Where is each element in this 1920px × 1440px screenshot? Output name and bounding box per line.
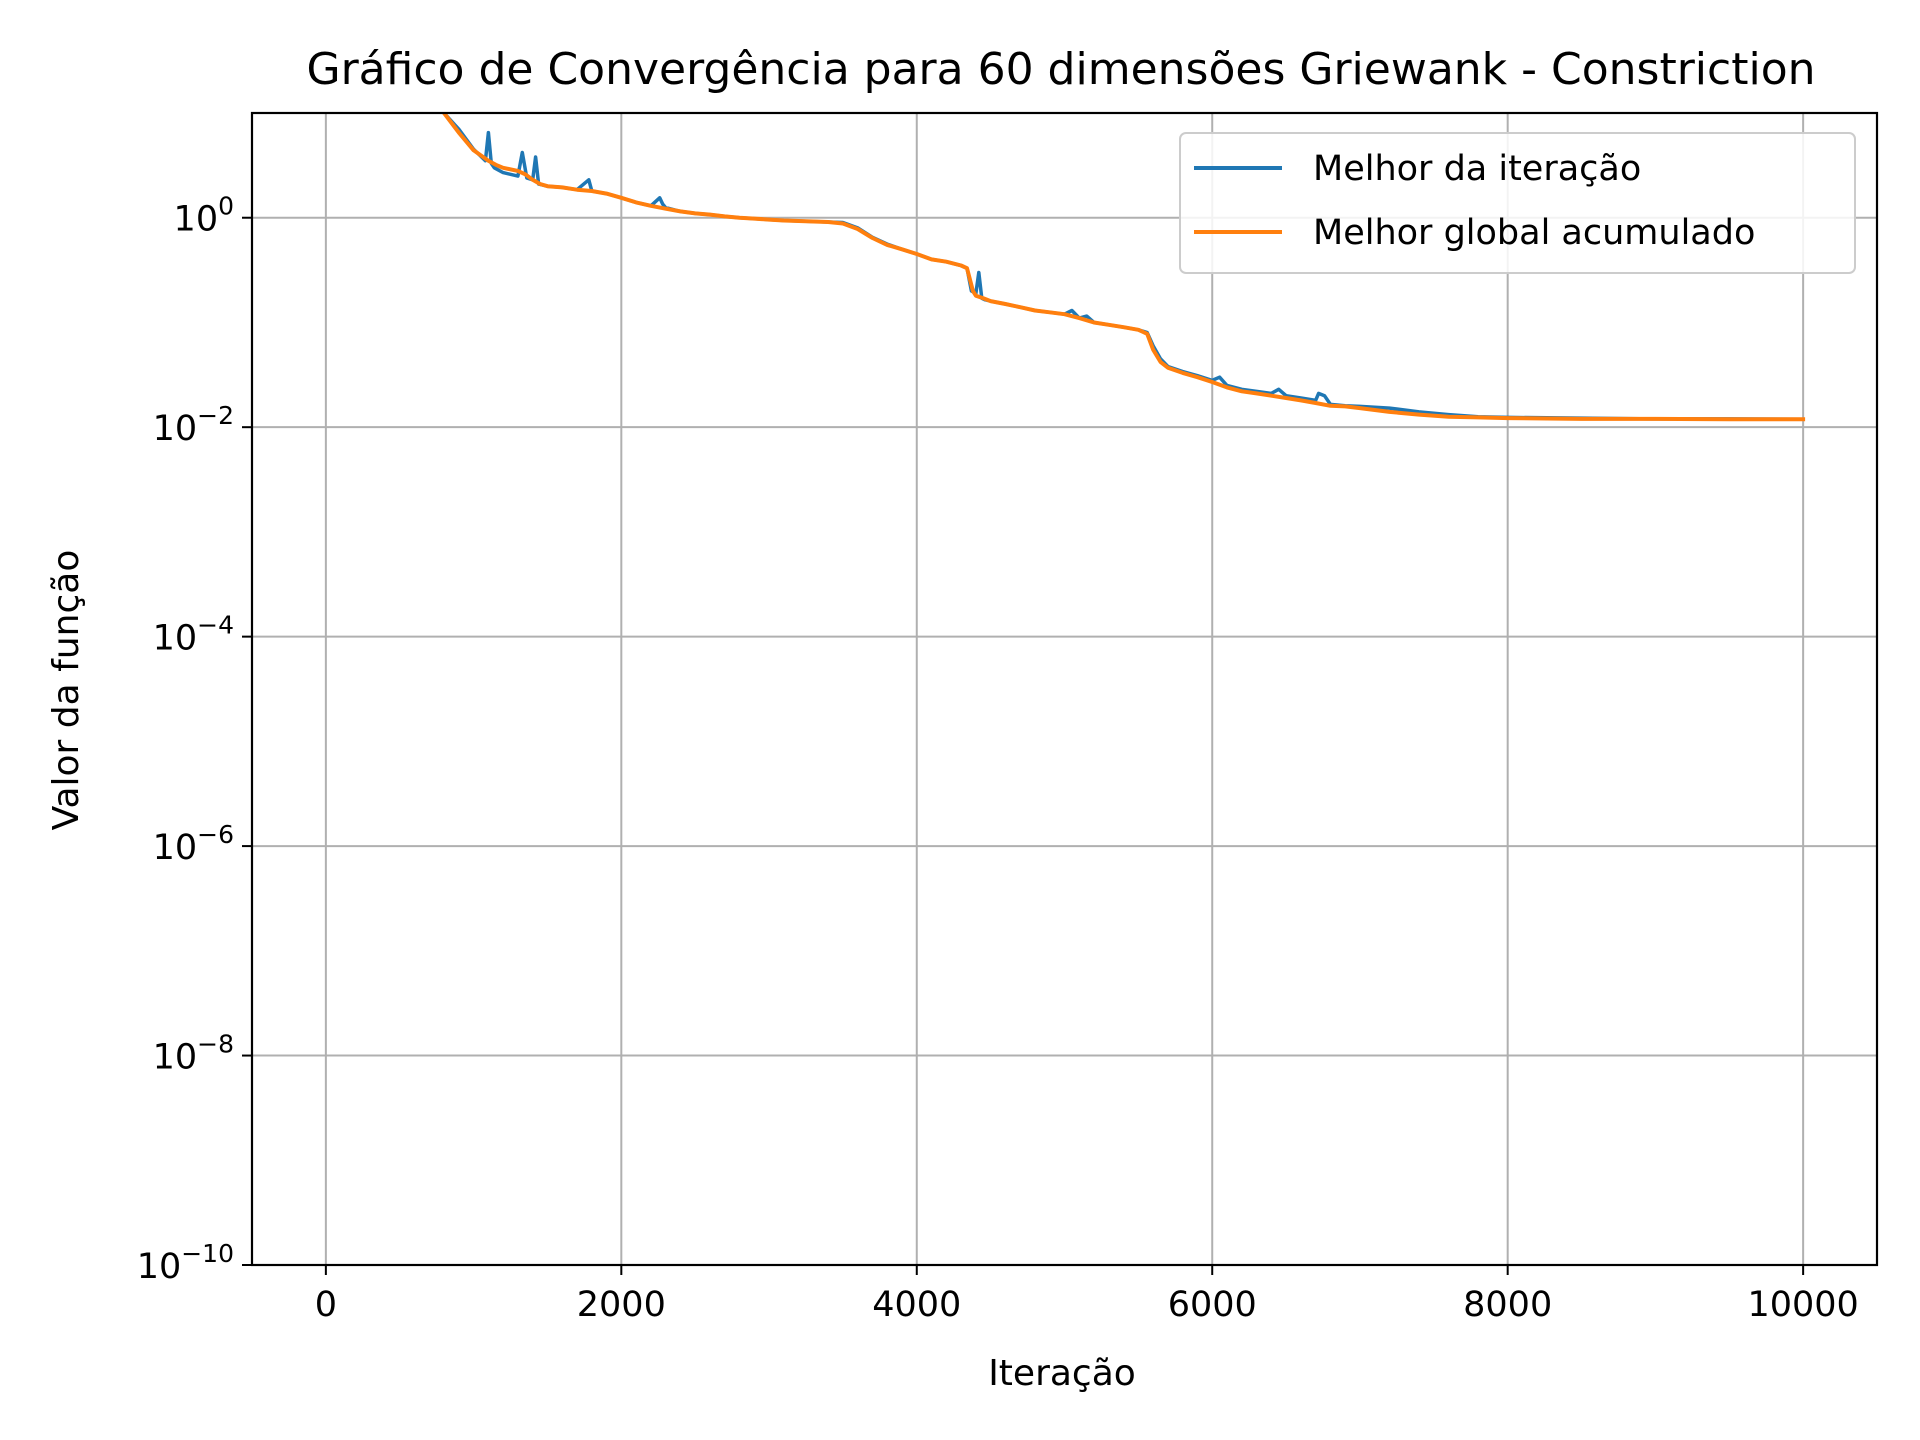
y-tick-label: 100 (174, 192, 234, 240)
legend-box (1179, 132, 1856, 274)
series-line-2 (441, 113, 1806, 422)
y-tick-label: 10−4 (153, 611, 234, 659)
y-tick-label: 10−6 (153, 820, 234, 868)
x-axis-label: Iteração (988, 1353, 1136, 1394)
chart-title: Gráfico de Convergência para 60 dimensõe… (307, 44, 1816, 95)
grid-lines (252, 113, 1877, 1266)
x-tick-label: 6000 (1168, 1285, 1257, 1325)
legend: Melhor da iteração Melhor global acumulad… (1179, 132, 1856, 274)
y-tick-label: 10−2 (153, 401, 234, 449)
y-axis-ticks: 100 10−2 10−4 10−6 10−8 10−10 (137, 192, 252, 1287)
x-tick-label: 10000 (1747, 1285, 1858, 1325)
legend-label-1: Melhor da iteração (1313, 149, 1641, 189)
x-axis-ticks: 0 2000 4000 6000 8000 10000 (315, 1265, 1859, 1325)
legend-label-2: Melhor global acumulado (1313, 213, 1755, 253)
x-tick-label: 0 (315, 1285, 337, 1325)
y-tick-label: 10−10 (137, 1239, 234, 1287)
x-tick-label: 2000 (577, 1285, 666, 1325)
y-axis-label: Valor da função (46, 550, 87, 831)
series-layer (441, 113, 1806, 422)
plot-area-frame (250, 111, 1879, 1267)
x-tick-label: 4000 (872, 1285, 961, 1325)
x-tick-label: 8000 (1463, 1285, 1552, 1325)
y-tick-label: 10−8 (153, 1030, 234, 1078)
